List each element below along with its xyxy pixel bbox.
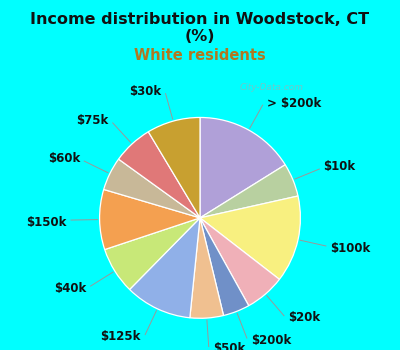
Text: Income distribution in Woodstock, CT: Income distribution in Woodstock, CT bbox=[30, 12, 370, 27]
Text: $75k: $75k bbox=[76, 114, 108, 127]
Wedge shape bbox=[200, 165, 298, 218]
Text: $150k: $150k bbox=[26, 216, 67, 229]
Wedge shape bbox=[200, 196, 300, 279]
Wedge shape bbox=[200, 218, 280, 306]
Text: (%): (%) bbox=[185, 29, 215, 44]
Text: White residents: White residents bbox=[134, 49, 266, 63]
Text: City-Data.com: City-Data.com bbox=[240, 83, 304, 92]
Text: $200k: $200k bbox=[251, 334, 291, 346]
Text: $125k: $125k bbox=[100, 330, 141, 343]
Text: $10k: $10k bbox=[324, 160, 356, 173]
Wedge shape bbox=[190, 218, 224, 318]
Wedge shape bbox=[105, 218, 200, 289]
Wedge shape bbox=[130, 218, 200, 318]
Wedge shape bbox=[200, 118, 285, 218]
Text: $30k: $30k bbox=[129, 85, 161, 98]
Text: $40k: $40k bbox=[54, 282, 86, 295]
Text: $50k: $50k bbox=[213, 342, 245, 350]
Text: > $200k: > $200k bbox=[267, 97, 321, 110]
Text: $60k: $60k bbox=[48, 153, 80, 166]
Wedge shape bbox=[200, 218, 249, 315]
Wedge shape bbox=[148, 118, 200, 218]
Wedge shape bbox=[118, 132, 200, 218]
Text: $20k: $20k bbox=[288, 312, 320, 324]
Text: $100k: $100k bbox=[330, 241, 370, 254]
Wedge shape bbox=[104, 159, 200, 218]
Wedge shape bbox=[100, 189, 200, 250]
